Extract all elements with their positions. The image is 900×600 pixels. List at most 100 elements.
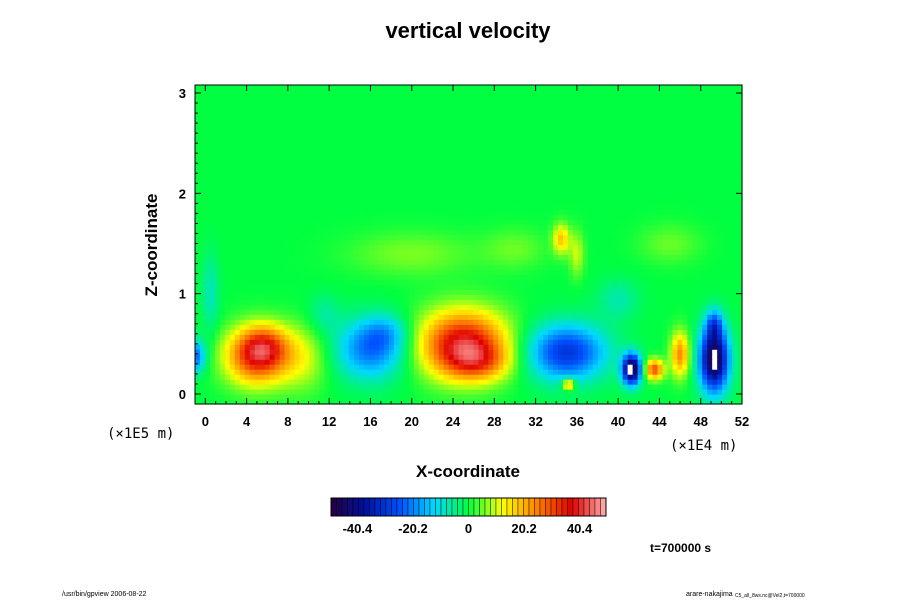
heatmap-cell: [463, 204, 470, 211]
heatmap-cell: [493, 344, 499, 350]
heatmap-cell: [219, 304, 226, 310]
heatmap-cell: [383, 364, 390, 370]
heatmap-cell: [667, 214, 673, 221]
heatmap-cell: [344, 249, 350, 256]
heatmap-cell: [294, 324, 301, 330]
heatmap-cell: [234, 224, 241, 231]
heatmap-cell: [299, 289, 305, 295]
heatmap-cell: [518, 219, 524, 226]
heatmap-cell: [304, 339, 310, 345]
heatmap-cell: [344, 389, 350, 395]
heatmap-cell: [344, 194, 350, 201]
heatmap-cell: [553, 249, 559, 256]
heatmap-cell: [398, 314, 405, 320]
heatmap-cell: [483, 369, 489, 375]
heatmap-cell: [438, 289, 445, 295]
heatmap-cell: [717, 179, 723, 186]
heatmap-cell: [582, 329, 589, 335]
heatmap-cell: [533, 239, 539, 246]
heatmap-cell: [592, 319, 599, 325]
heatmap-cell: [732, 269, 738, 275]
heatmap-cell: [244, 364, 251, 370]
heatmap-cell: [607, 259, 614, 266]
heatmap-cell: [702, 229, 708, 236]
heatmap-cell: [732, 359, 738, 365]
heatmap-cell: [468, 324, 475, 330]
heatmap-cell: [592, 374, 599, 380]
heatmap-cell: [284, 219, 291, 226]
heatmap-cell: [707, 339, 713, 345]
heatmap-cell: [209, 354, 216, 360]
heatmap-cell: [548, 289, 554, 295]
heatmap-cell: [364, 199, 370, 206]
heatmap-cell: [488, 224, 494, 231]
heatmap-cell: [483, 354, 489, 360]
heatmap-cell: [369, 219, 375, 226]
heatmap-cell: [597, 224, 604, 231]
heatmap-cell: [284, 289, 291, 295]
heatmap-cell: [722, 199, 728, 206]
heatmap-cell: [697, 184, 703, 191]
heatmap-cell: [632, 394, 639, 400]
heatmap-cell: [249, 349, 256, 355]
heatmap-cell: [229, 349, 236, 355]
heatmap-cell: [388, 374, 395, 380]
heatmap-cell: [722, 329, 728, 335]
heatmap-cell: [488, 189, 494, 196]
heatmap-cell: [518, 369, 524, 375]
heatmap-cell: [592, 269, 599, 275]
heatmap-cell: [667, 279, 673, 285]
heatmap-cell: [413, 344, 420, 350]
heatmap-cell: [642, 329, 649, 335]
heatmap-cell: [702, 264, 708, 271]
heatmap-cell: [488, 239, 494, 246]
heatmap-cell: [428, 234, 435, 241]
heatmap-cell: [662, 229, 669, 236]
heatmap-cell: [627, 194, 634, 201]
heatmap-cell: [567, 204, 574, 211]
heatmap-cell: [339, 319, 345, 325]
heatmap-cell: [567, 234, 574, 241]
heatmap-cell: [587, 369, 594, 375]
heatmap-cell: [697, 284, 703, 290]
heatmap-cell: [234, 204, 241, 211]
heatmap-cell: [334, 374, 340, 380]
heatmap-cell: [304, 209, 310, 216]
heatmap-cell: [413, 234, 420, 241]
heatmap-cell: [359, 184, 365, 191]
heatmap-cell: [712, 349, 718, 355]
heatmap-cell: [448, 264, 455, 271]
heatmap-cell: [204, 289, 211, 295]
heatmap-cell: [378, 269, 385, 275]
heatmap-cell: [234, 174, 241, 181]
heatmap-cell: [657, 369, 664, 375]
heatmap-cell: [702, 399, 708, 405]
heatmap-cell: [667, 264, 673, 271]
heatmap-cell: [428, 264, 435, 271]
heatmap-cell: [463, 259, 470, 266]
heatmap-cell: [284, 234, 291, 241]
heatmap-cell: [518, 289, 524, 295]
heatmap-cell: [652, 369, 659, 375]
heatmap-cell: [687, 309, 693, 315]
heatmap-cell: [488, 374, 494, 380]
heatmap-cell: [518, 269, 524, 275]
heatmap-cell: [369, 199, 375, 206]
heatmap-cell: [592, 339, 599, 345]
heatmap-cell: [717, 374, 723, 380]
heatmap-cell: [682, 309, 688, 315]
heatmap-cell: [717, 324, 723, 330]
heatmap-cell: [637, 324, 644, 330]
heatmap-cell: [229, 364, 236, 370]
heatmap-cell: [453, 349, 460, 355]
heatmap-cell: [548, 194, 554, 201]
heatmap-cell: [279, 349, 286, 355]
heatmap-cell: [473, 259, 480, 266]
heatmap-cell: [617, 224, 624, 231]
heatmap-cell: [582, 259, 589, 266]
heatmap-cell: [567, 199, 574, 206]
heatmap-cell: [508, 339, 514, 345]
heatmap-cell: [642, 334, 649, 340]
heatmap-cell: [548, 269, 554, 275]
heatmap-cell: [647, 259, 654, 266]
